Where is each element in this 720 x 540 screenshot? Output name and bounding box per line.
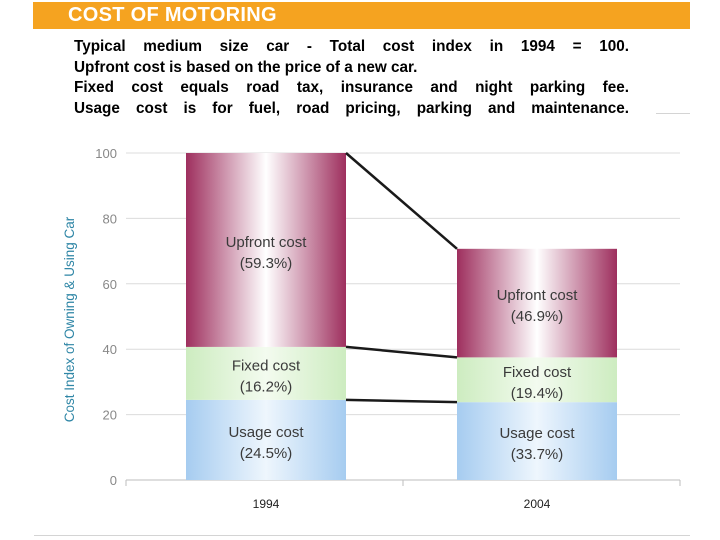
bar-segment (186, 153, 346, 347)
y-tick-label: 40 (103, 342, 117, 357)
description-line: Upfront cost is based on the price of a … (74, 58, 418, 76)
divider (34, 535, 690, 536)
bar-segment (186, 346, 346, 400)
segment-percent-label: (59.3%) (240, 255, 293, 272)
y-axis-title: Cost Index of Owning & Using Car (62, 216, 77, 422)
y-tick-label: 80 (103, 211, 117, 226)
connector-line (345, 152, 458, 250)
bar-segment (457, 357, 617, 403)
segment-percent-label: (33.7%) (511, 446, 564, 463)
bar-segment (457, 402, 617, 480)
segment-name-label: Fixed cost (503, 364, 572, 381)
x-tick-label: 2004 (524, 497, 551, 511)
description-line: Fixed cost equals road tax, insurance an… (74, 79, 629, 96)
segment-percent-label: (46.9%) (511, 308, 564, 325)
page-title: COST OF MOTORING (68, 4, 277, 26)
x-tick-label: 1994 (253, 497, 280, 511)
description-line: Typical medium size car - Total cost ind… (74, 38, 629, 55)
y-tick-label: 0 (110, 473, 117, 488)
title-bar: COST OF MOTORING (33, 2, 690, 29)
y-tick-label: 100 (95, 146, 117, 161)
segment-name-label: Upfront cost (497, 287, 579, 304)
segment-name-label: Upfront cost (226, 234, 308, 251)
segment-percent-label: (16.2%) (240, 378, 293, 395)
segment-name-label: Usage cost (499, 425, 575, 442)
description: Typical medium size car - Total cost ind… (74, 37, 629, 119)
y-tick-label: 60 (103, 277, 117, 292)
segment-name-label: Fixed cost (232, 357, 301, 374)
description-line: Usage cost is for fuel, road pricing, pa… (74, 99, 629, 117)
bar-segment (186, 399, 346, 480)
connector-line (345, 398, 458, 404)
bar-segment (457, 248, 617, 358)
connector-line (345, 345, 458, 359)
segment-name-label: Usage cost (228, 424, 304, 441)
y-tick-label: 20 (103, 408, 117, 423)
divider (656, 113, 690, 114)
segment-percent-label: (19.4%) (511, 385, 564, 402)
segment-percent-label: (24.5%) (240, 445, 293, 462)
